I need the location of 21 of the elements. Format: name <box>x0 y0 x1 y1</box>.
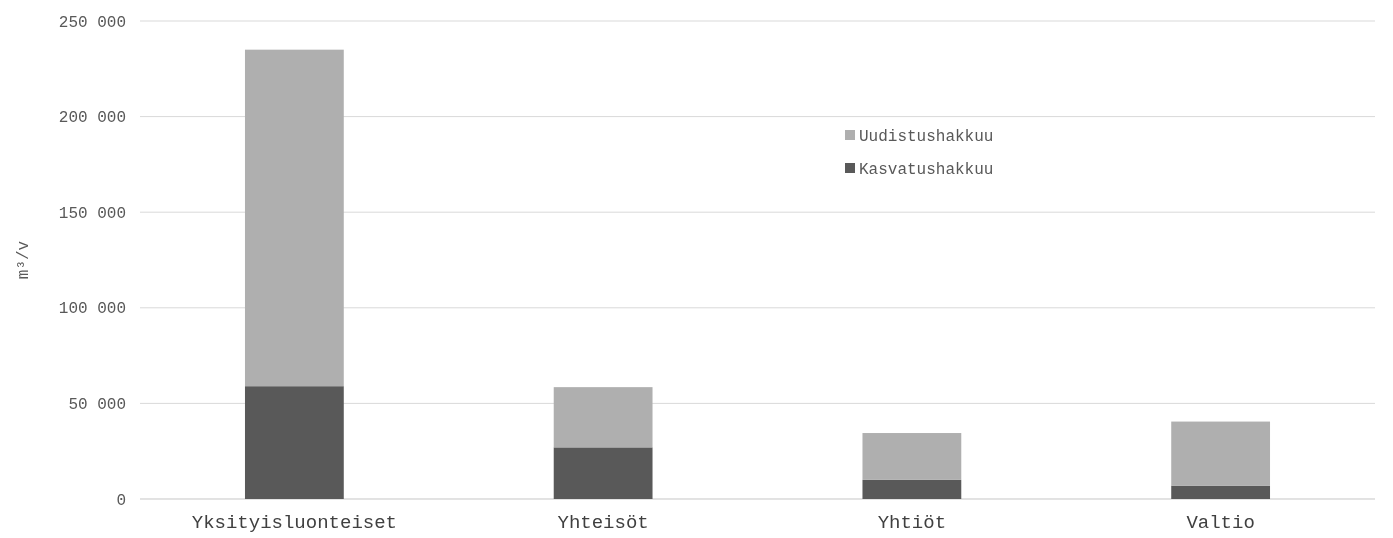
y-axis-title: m³/v <box>15 240 33 280</box>
x-tick-label: Yksityisluonteiset <box>191 512 397 534</box>
y-tick-label: 250 000 <box>58 13 126 32</box>
bar <box>244 49 344 387</box>
bar <box>862 433 962 480</box>
x-tick-label: Valtio <box>1186 512 1255 534</box>
bar <box>862 479 962 499</box>
y-tick-label: 100 000 <box>58 300 126 319</box>
x-tick-label: Yhtiöt <box>877 512 947 534</box>
bar <box>1171 421 1271 486</box>
y-tick-label: 200 000 <box>58 109 126 128</box>
y-tick-label: 0 <box>116 491 126 510</box>
x-tick-label: Yhteisöt <box>557 512 649 534</box>
bar <box>244 386 344 499</box>
bar <box>553 387 653 448</box>
bar <box>553 447 653 499</box>
y-tick-label: 50 000 <box>68 396 126 414</box>
y-tick-label: 150 000 <box>58 204 126 223</box>
bar <box>1171 485 1271 499</box>
legend-label: Kasvatushakkuu <box>859 160 994 179</box>
legend-label: Uudistushakkuu <box>859 127 994 146</box>
